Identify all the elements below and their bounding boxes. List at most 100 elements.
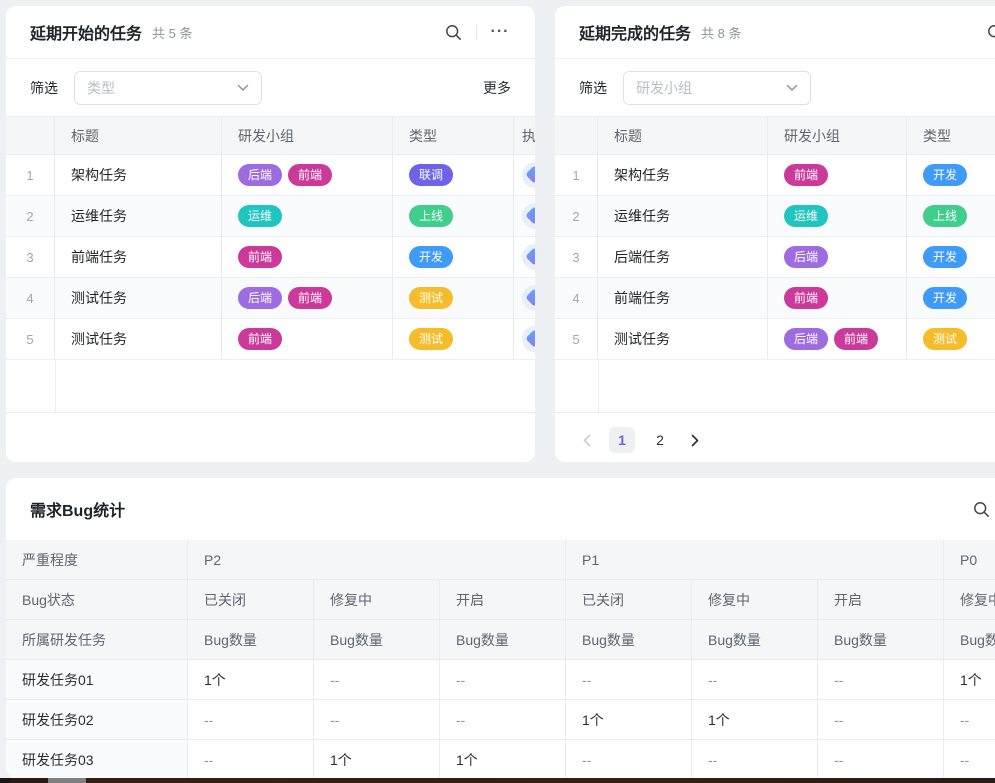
- prev-page-button[interactable]: [577, 427, 597, 453]
- group-tags-cell: 运维: [768, 196, 907, 236]
- group-tags-cell: 前端: [768, 278, 907, 318]
- search-icon[interactable]: [442, 21, 464, 43]
- row-header: 严重程度: [6, 540, 188, 579]
- tag-pill: 开发: [923, 287, 968, 309]
- count-header: Bug数量: [818, 620, 944, 659]
- severity-group-header: P1: [566, 540, 944, 579]
- task-title-cell: 测试任务: [598, 319, 768, 359]
- user-avatar-icon: [525, 247, 535, 266]
- tag-pill: 开发: [409, 246, 454, 268]
- column-header: 类型: [923, 127, 951, 144]
- status-header: 已关闭: [566, 580, 692, 619]
- count-header: Bug数量: [944, 620, 995, 659]
- column-header: [6, 117, 55, 154]
- count-header: Bug数量: [440, 620, 566, 659]
- table-row[interactable]: 研发任务02 -- -- -- 1个 1个 -- --: [6, 700, 995, 740]
- tag-pill: 开发: [923, 246, 968, 268]
- record-count: 共 5 条: [152, 25, 193, 41]
- search-icon[interactable]: [970, 498, 992, 520]
- page-number-button[interactable]: 2: [656, 432, 664, 448]
- record-count: 共 8 条: [701, 25, 742, 41]
- panel-header: 需求Bug统计: [6, 478, 995, 540]
- type-tag-cell: 开发: [393, 237, 514, 277]
- bug-count-cell: --: [314, 660, 440, 699]
- tag-pill: 前端: [238, 246, 283, 268]
- filter-label: 筛选: [579, 79, 607, 96]
- bug-count-cell: 1个: [944, 660, 995, 699]
- column-header: 标题: [598, 117, 768, 154]
- count-header: Bug数量: [566, 620, 692, 659]
- filter-bar: 筛选 研发小组: [555, 59, 995, 116]
- group-filter-select[interactable]: 研发小组: [623, 70, 811, 105]
- status-header: 修复中: [944, 580, 995, 619]
- count-header: Bug数量: [188, 620, 314, 659]
- panel-delayed-done-tasks: 延期完成的任务 共 8 条 筛选 研发小组 标题 研发小组 类型 1 架构任务 前端 开发 2…: [555, 6, 995, 462]
- severity-group-header: P0: [944, 540, 995, 579]
- bug-count-cell: --: [188, 700, 314, 739]
- table-header-row: 标题 研发小组 类型: [555, 116, 995, 155]
- table-row[interactable]: 4 前端任务 前端 开发: [555, 278, 995, 319]
- avatar: [522, 244, 535, 270]
- type-filter-select[interactable]: 类型: [74, 70, 262, 105]
- table-row[interactable]: 3 后端任务 后端 开发: [555, 237, 995, 278]
- bug-count-cell: --: [566, 660, 692, 699]
- tag-pill: 前端: [784, 287, 829, 309]
- bug-count-cell: --: [692, 660, 818, 699]
- page-number-button[interactable]: 1: [609, 427, 635, 453]
- table-row[interactable]: 4 测试任务 后端 前端 测试: [6, 278, 535, 319]
- more-filters-button[interactable]: 更多: [483, 79, 511, 96]
- bug-count-cell: 1个: [566, 700, 692, 739]
- table-row[interactable]: 3 前端任务 前端 开发: [6, 237, 535, 278]
- group-tags-cell: 前端: [222, 319, 393, 359]
- next-page-button[interactable]: [685, 427, 705, 453]
- task-title-cell: 测试任务: [55, 319, 222, 359]
- table-row[interactable]: 研发任务03 -- 1个 1个 -- -- -- --: [6, 740, 995, 778]
- tag-pill: 测试: [923, 328, 968, 350]
- table-row[interactable]: 5 测试任务 前端 测试: [6, 319, 535, 360]
- column-header: 研发小组: [768, 117, 907, 154]
- panel-bug-statistics: 需求Bug统计 严重程度 P2 P1 P0 Bug状态 已关闭 修复中 开启 已关闭 修复中 开启修…: [6, 478, 995, 778]
- table-row[interactable]: 研发任务01 1个 -- -- -- -- -- 1个: [6, 660, 995, 700]
- table-empty-area: [555, 360, 995, 413]
- count-header-row: 所属研发任务Bug数量Bug数量Bug数量Bug数量Bug数量Bug数量Bug数…: [6, 620, 995, 660]
- table-row[interactable]: 2 运维任务 运维 上线: [6, 196, 535, 237]
- filter-bar: 筛选 类型 更多: [6, 59, 535, 116]
- severity-group-header: P2: [188, 540, 566, 579]
- row-index: 5: [555, 319, 598, 359]
- task-title-cell: 前端任务: [598, 278, 768, 318]
- bug-count-cell: 1个: [188, 660, 314, 699]
- tag-pill: 前端: [238, 328, 283, 350]
- task-title-cell: 运维任务: [598, 196, 768, 236]
- table-empty-area: [6, 360, 535, 413]
- taskbar-edge: [0, 778, 995, 783]
- column-header: 研发小组: [222, 117, 393, 154]
- index-column-stub: [555, 360, 599, 412]
- column-header: 执行人: [522, 127, 535, 144]
- taskbar-segment: [86, 778, 995, 783]
- row-index: 4: [555, 278, 598, 318]
- task-title-cell: 测试任务: [55, 278, 222, 318]
- tag-pill: 联调: [409, 164, 454, 186]
- tag-pill: 前端: [834, 328, 879, 350]
- group-tags-cell: 后端 前端: [222, 155, 393, 195]
- count-header: Bug数量: [692, 620, 818, 659]
- count-header: Bug数量: [314, 620, 440, 659]
- delayed-done-table: 标题 研发小组 类型 1 架构任务 前端 开发 2 运维任务 运维 上线 3 后端任务 后端 开发 4 前端任务…: [555, 116, 995, 360]
- table-row[interactable]: 1 架构任务 后端 前端 联调: [6, 155, 535, 196]
- search-icon[interactable]: [984, 21, 995, 43]
- status-header-row: Bug状态已关闭修复中开启已关闭修复中开启修复中: [6, 580, 995, 620]
- type-tag-cell: 联调: [393, 155, 514, 195]
- row-index: 5: [6, 319, 55, 359]
- bug-count-cell: --: [314, 700, 440, 739]
- executor-cell: [514, 319, 535, 359]
- bug-stats-table: 严重程度P2P1P0Bug状态已关闭修复中开启已关闭修复中开启修复中所属研发任务…: [6, 540, 995, 778]
- table-row[interactable]: 2 运维任务 运维 上线: [555, 196, 995, 237]
- divider: [476, 24, 477, 40]
- table-row[interactable]: 1 架构任务 前端 开发: [555, 155, 995, 196]
- group-tags-cell: 后端 前端: [222, 278, 393, 318]
- row-index: 3: [6, 237, 55, 277]
- more-menu-icon[interactable]: ···: [490, 23, 510, 40]
- table-row[interactable]: 5 测试任务 后端 前端 测试: [555, 319, 995, 360]
- type-tag-cell: 开发: [907, 155, 995, 195]
